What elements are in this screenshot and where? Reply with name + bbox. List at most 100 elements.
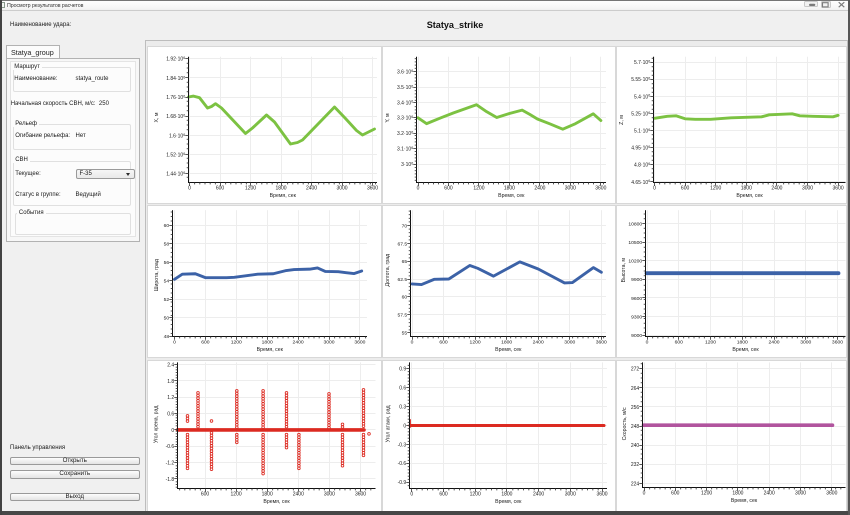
svg-text:600: 600	[439, 491, 448, 497]
svg-text:50: 50	[163, 315, 169, 321]
svg-text:2.4: 2.4	[167, 362, 174, 368]
svg-text:3000: 3000	[565, 185, 576, 191]
svg-text:1800: 1800	[732, 490, 743, 496]
svg-text:1800: 1800	[261, 339, 272, 345]
svg-text:Скорость, м/с: Скорость, м/с	[622, 407, 628, 440]
svg-text:0.3: 0.3	[399, 404, 406, 410]
svg-text:-0.9: -0.9	[398, 480, 407, 486]
svg-text:0: 0	[173, 339, 176, 345]
svg-text:600: 600	[215, 185, 224, 191]
svg-text:57.5: 57.5	[398, 312, 408, 318]
svg-text:3000: 3000	[564, 339, 575, 345]
svg-text:-0.6: -0.6	[398, 461, 407, 467]
svg-text:3000: 3000	[801, 185, 812, 191]
svg-text:2400: 2400	[534, 185, 545, 191]
svg-text:Y, м: Y, м	[385, 112, 391, 122]
svg-text:600: 600	[444, 185, 453, 191]
svg-text:Время, сек: Время, сек	[736, 192, 763, 198]
svg-text:2400: 2400	[533, 339, 544, 345]
svg-text:65: 65	[402, 259, 408, 265]
svg-text:52: 52	[163, 297, 169, 303]
svg-text:3.2·106: 3.2·106	[397, 130, 413, 137]
svg-text:1.92·106: 1.92·106	[166, 56, 185, 63]
svg-text:1.52·106: 1.52·106	[166, 151, 185, 158]
svg-text:2400: 2400	[292, 339, 303, 345]
svg-text:3600: 3600	[354, 339, 365, 345]
svg-text:0: 0	[411, 339, 414, 345]
svg-text:1200: 1200	[470, 339, 481, 345]
svg-text:1200: 1200	[230, 491, 241, 497]
svg-text:2400: 2400	[533, 491, 544, 497]
svg-text:0.6: 0.6	[399, 385, 406, 391]
svg-text:54: 54	[163, 278, 169, 284]
svg-text:67.5: 67.5	[398, 241, 408, 247]
svg-text:1800: 1800	[275, 185, 286, 191]
svg-text:600: 600	[200, 491, 209, 497]
svg-text:5.4·106: 5.4·106	[634, 93, 650, 100]
svg-text:Время, сек: Время, сек	[498, 192, 525, 198]
svg-text:10200: 10200	[628, 258, 642, 264]
svg-text:600: 600	[680, 185, 689, 191]
svg-text:2400: 2400	[763, 490, 774, 496]
svg-text:60: 60	[163, 223, 169, 229]
svg-text:3000: 3000	[565, 491, 576, 497]
svg-text:232: 232	[630, 462, 639, 468]
svg-text:58: 58	[163, 241, 169, 247]
svg-text:600: 600	[674, 339, 683, 345]
svg-text:1.6·106: 1.6·106	[169, 132, 185, 139]
svg-text:Время, сек: Время, сек	[495, 498, 522, 504]
svg-text:Высота, м: Высота, м	[621, 257, 627, 282]
svg-text:2400: 2400	[292, 491, 303, 497]
svg-text:Угол атаки, рад: Угол атаки, рад	[386, 405, 392, 442]
svg-text:5.7·106: 5.7·106	[634, 59, 650, 66]
svg-text:9900: 9900	[631, 277, 642, 283]
svg-text:9000: 9000	[631, 333, 642, 339]
svg-text:1800: 1800	[261, 491, 272, 497]
svg-text:2400: 2400	[305, 185, 316, 191]
svg-text:0: 0	[171, 427, 174, 433]
svg-text:3600: 3600	[595, 185, 606, 191]
svg-text:3.3·106: 3.3·106	[397, 115, 413, 122]
svg-text:600: 600	[439, 339, 448, 345]
svg-text:3000: 3000	[794, 490, 805, 496]
svg-text:224: 224	[630, 481, 639, 487]
svg-text:Время, сек: Время, сек	[269, 192, 296, 198]
svg-text:3000: 3000	[336, 185, 347, 191]
svg-text:X, м: X, м	[154, 112, 160, 122]
svg-text:Угол крена, рад: Угол крена, рад	[153, 405, 159, 443]
svg-text:Широта, град: Широта, град	[154, 259, 160, 291]
svg-text:1800: 1800	[504, 185, 515, 191]
svg-text:-1.2: -1.2	[165, 460, 174, 466]
svg-text:0: 0	[403, 423, 406, 429]
svg-text:3.6·106: 3.6·106	[397, 68, 413, 75]
svg-text:3600: 3600	[596, 491, 607, 497]
svg-text:Время, сек: Время, сек	[495, 347, 522, 353]
svg-text:272: 272	[630, 366, 639, 372]
svg-text:0.6: 0.6	[167, 411, 174, 417]
svg-text:4.95·106: 4.95·106	[631, 145, 650, 152]
svg-text:1200: 1200	[470, 491, 481, 497]
svg-text:0: 0	[653, 185, 656, 191]
svg-text:0: 0	[188, 185, 191, 191]
svg-text:3600: 3600	[596, 339, 607, 345]
svg-text:-1.8: -1.8	[165, 476, 174, 482]
svg-text:3.5·106: 3.5·106	[397, 84, 413, 91]
svg-text:5.25·106: 5.25·106	[631, 110, 650, 117]
svg-text:1.2: 1.2	[167, 395, 174, 401]
svg-text:60: 60	[402, 294, 408, 300]
svg-text:2400: 2400	[768, 339, 779, 345]
svg-text:4.65·106: 4.65·106	[631, 179, 650, 186]
svg-text:62.5: 62.5	[398, 277, 408, 283]
svg-text:1.84·106: 1.84·106	[166, 75, 185, 82]
svg-text:3000: 3000	[323, 339, 334, 345]
svg-text:600: 600	[671, 490, 680, 496]
svg-text:Время, сек: Время, сек	[732, 347, 759, 353]
svg-text:264: 264	[630, 385, 639, 391]
svg-text:1200: 1200	[244, 185, 255, 191]
svg-text:1.76·106: 1.76·106	[166, 94, 185, 101]
svg-text:Время, сек: Время, сек	[256, 347, 283, 353]
svg-text:3600: 3600	[826, 490, 837, 496]
svg-text:3.4·106: 3.4·106	[397, 99, 413, 106]
svg-text:Время, сек: Время, сек	[263, 498, 290, 504]
svg-text:3·106: 3·106	[401, 161, 413, 168]
